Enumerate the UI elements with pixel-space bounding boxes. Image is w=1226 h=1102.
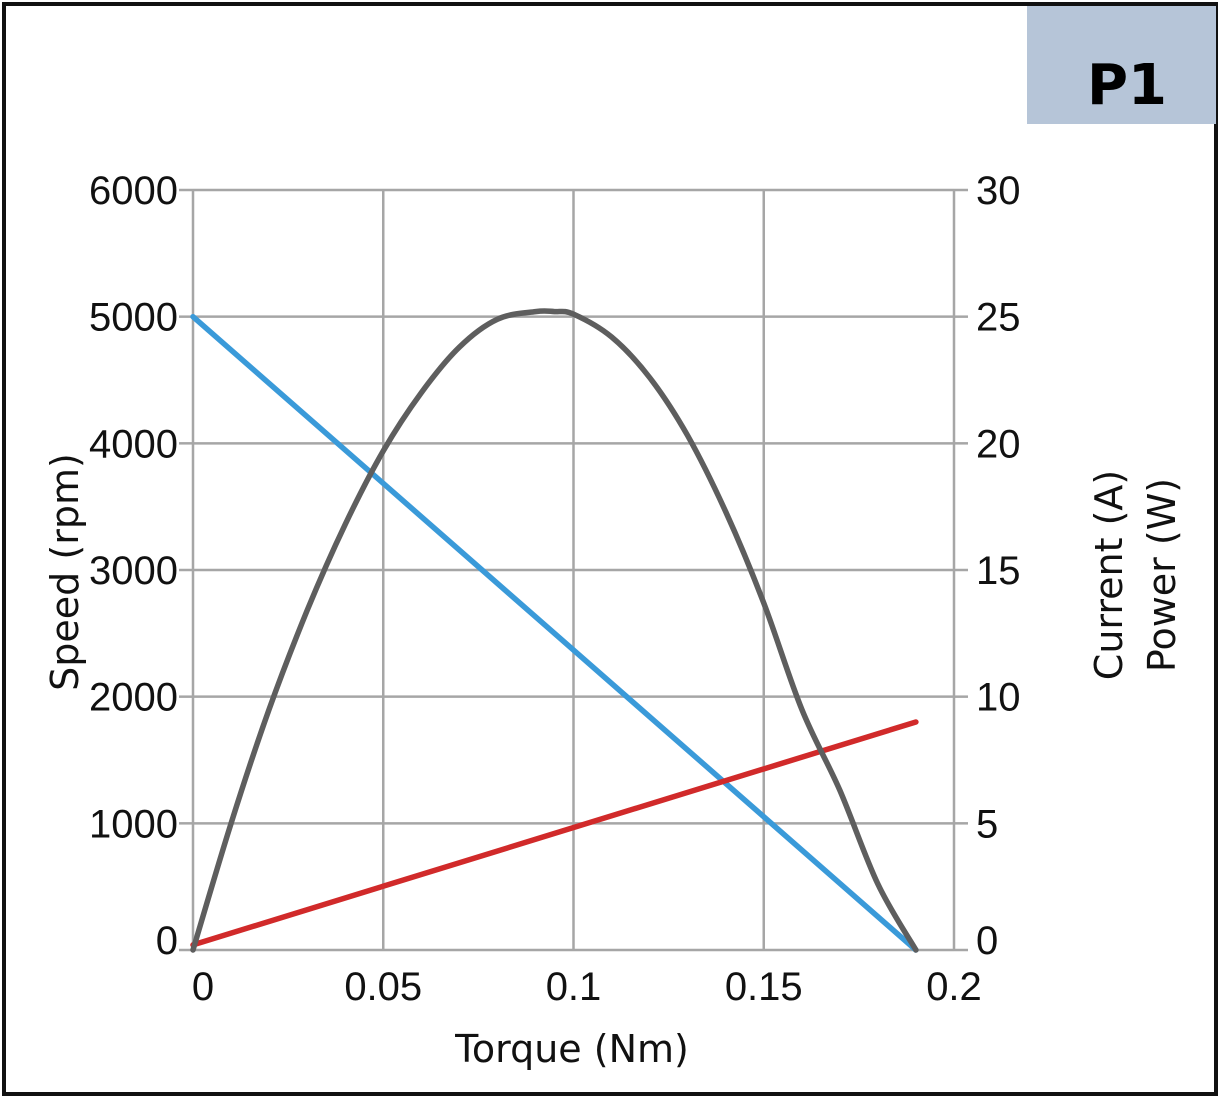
y2-axis-title-current: Current (A) — [1087, 470, 1131, 680]
badge-background — [1027, 6, 1216, 124]
x-tick-label: 0.2 — [926, 965, 982, 1009]
y2-tick-label: 5 — [976, 802, 998, 846]
y2-tick-label: 20 — [976, 422, 1021, 466]
current-line — [190, 719, 919, 948]
y2-tick-label: 0 — [976, 919, 998, 963]
x-tick-label: 0.05 — [344, 965, 422, 1009]
y-tick-label: 5000 — [89, 296, 178, 340]
power-curve — [190, 308, 919, 953]
x-tick-label: 0 — [192, 965, 214, 1009]
y2-tick-label: 15 — [976, 549, 1021, 593]
y-tick-label: 2000 — [89, 676, 178, 720]
x-tick-label: 0.15 — [725, 965, 803, 1009]
y2-tick-label: 25 — [976, 296, 1021, 340]
speed-line — [190, 313, 919, 953]
y-tick-label: 6000 — [89, 169, 178, 213]
x-tick-label: 0.1 — [546, 965, 602, 1009]
y-tick-label: 0 — [156, 919, 178, 963]
y2-axis-title-power: Power (W) — [1140, 478, 1184, 672]
y2-tick-label: 10 — [976, 676, 1021, 720]
badge-label: P1 — [1087, 53, 1167, 118]
tick-labels: 0 0.05 0.1 0.15 0.20100020003000400050006000… — [89, 169, 1020, 1009]
x-axis-title: Torque (Nm) — [454, 1027, 689, 1071]
y-tick-label: 4000 — [89, 422, 178, 466]
y-axis-title: Speed (rpm) — [43, 453, 87, 691]
y-tick-label: 1000 — [89, 802, 178, 846]
y-tick-label: 3000 — [89, 549, 178, 593]
plot-series — [190, 308, 919, 953]
y2-tick-label: 30 — [976, 169, 1021, 213]
